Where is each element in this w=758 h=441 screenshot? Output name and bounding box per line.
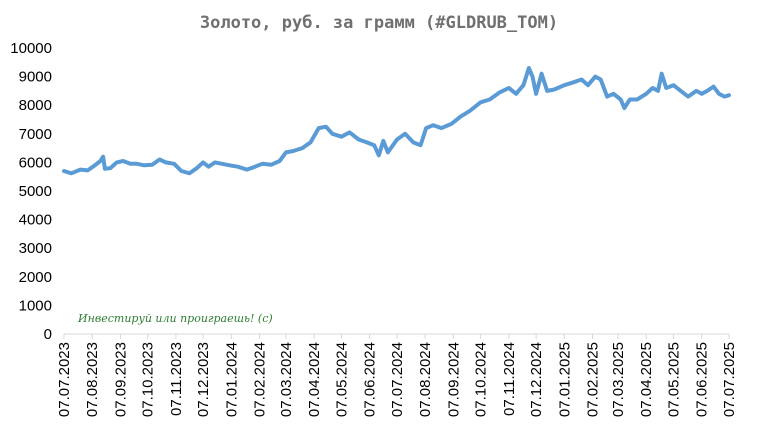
x-tick-label: 07.10.2023 [140, 342, 157, 417]
y-tick-label: 5000 [19, 183, 52, 200]
x-tick-label: 07.05.2025 [666, 342, 683, 417]
x-tick-label: 07.03.2025 [610, 342, 627, 417]
y-tick-label: 9000 [19, 69, 52, 86]
y-tick-label: 4000 [19, 212, 52, 229]
x-tick-label: 07.04.2025 [638, 342, 655, 417]
y-tick-label: 3000 [19, 240, 52, 257]
x-tick-label: 07.09.2024 [445, 342, 462, 417]
x-axis: 07.07.2023 07.08.2023 07.09.2023 07.10.2023… [56, 333, 738, 417]
annotation-text: Инвестируй или проиграешь! (с) [77, 312, 273, 325]
y-tick-label: 1000 [19, 297, 52, 314]
x-tick-label: 07.02.2024 [252, 342, 269, 417]
y-tick-label: 2000 [19, 269, 52, 286]
x-tick-label: 07.06.2025 [694, 342, 711, 417]
y-tick-label: 10000 [10, 40, 52, 57]
y-tick-label: 6000 [19, 154, 52, 171]
x-tick-label: 07.01.2025 [556, 342, 573, 417]
x-tick-label: 07.08.2023 [84, 342, 101, 417]
x-tick-label: 07.11.2023 [168, 342, 185, 416]
x-tick-label: 07.08.2024 [417, 342, 434, 417]
price-series-line [62, 66, 731, 176]
x-tick-label: 07.07.2024 [389, 342, 406, 417]
y-tick-label: 0 [44, 326, 52, 343]
x-tick-label: 07.06.2024 [362, 342, 379, 417]
x-tick-label: 07.04.2024 [306, 342, 323, 417]
x-tick-label: 07.12.2024 [528, 342, 545, 417]
x-tick-label: 07.02.2025 [585, 342, 602, 417]
x-tick-label: 07.07.2023 [56, 342, 73, 417]
y-tick-label: 8000 [19, 97, 52, 114]
y-axis: 0 1000 2000 3000 4000 5000 6000 7000 8000 9000 100… [10, 40, 52, 343]
y-tick-label: 7000 [19, 126, 52, 143]
chart-title: Золото, руб. за грамм (#GLDRUB_TOM) [199, 13, 559, 33]
x-tick-label: 07.05.2024 [333, 342, 350, 417]
series-group [62, 66, 731, 176]
x-tick-label: 07.01.2024 [223, 342, 240, 417]
x-tick-label: 07.03.2024 [278, 342, 295, 417]
x-tick-label: 07.12.2023 [195, 342, 212, 417]
x-tick-label: 07.10.2024 [473, 342, 490, 417]
x-tick-label: 07.07.2025 [721, 342, 738, 417]
x-tick-label: 07.11.2024 [501, 342, 518, 416]
x-tick-label: 07.09.2023 [112, 342, 129, 417]
